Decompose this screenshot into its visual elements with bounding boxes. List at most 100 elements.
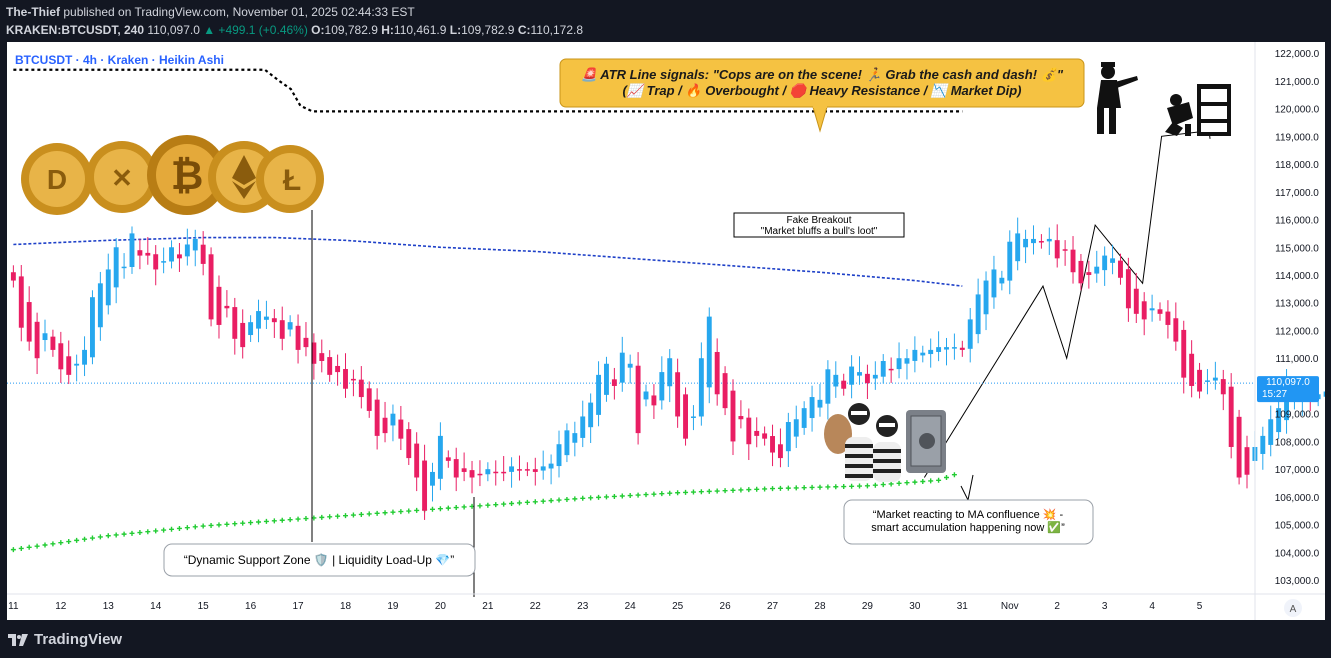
support-ma-marker bbox=[572, 496, 578, 502]
support-ma-marker bbox=[263, 518, 269, 524]
tradingview-logo[interactable]: TradingView bbox=[8, 631, 122, 648]
candle-body bbox=[74, 363, 80, 366]
candle-body bbox=[888, 368, 894, 371]
candle-body bbox=[303, 337, 309, 348]
candle-body bbox=[1228, 386, 1234, 447]
footer-bar: TradingView bbox=[0, 621, 1331, 658]
published-text: published on TradingView.com, November 0… bbox=[63, 5, 415, 19]
support-ma-marker bbox=[42, 542, 48, 548]
support-ma-marker bbox=[169, 526, 175, 532]
candle-body bbox=[967, 319, 973, 349]
candle-body bbox=[406, 429, 412, 459]
support-ma-marker bbox=[667, 490, 673, 496]
time-tick-label: 2 bbox=[1054, 601, 1060, 612]
candle-body bbox=[1118, 260, 1123, 278]
auto-scale-label: A bbox=[1290, 604, 1297, 615]
candle-body bbox=[857, 372, 862, 376]
support-ma-marker bbox=[256, 519, 262, 525]
candle-body bbox=[66, 356, 72, 375]
symbol-name[interactable]: KRAKEN:BTCUSDT bbox=[6, 23, 118, 37]
candle-body bbox=[1038, 241, 1044, 243]
candle-body bbox=[184, 244, 190, 257]
candle-body bbox=[841, 380, 847, 389]
candle-body bbox=[58, 343, 64, 370]
interval-label[interactable]: 240 bbox=[124, 23, 145, 37]
price-axis[interactable]: 103,000.0 104,000.0 105,000.0 106,000.0 107,… bbox=[1275, 49, 1320, 587]
support-ma-marker bbox=[635, 492, 641, 498]
candle-body bbox=[588, 402, 594, 428]
candle-body bbox=[730, 390, 736, 442]
candle-body bbox=[1086, 272, 1092, 276]
candle-body bbox=[738, 416, 744, 420]
support-ma-marker bbox=[556, 497, 562, 503]
candle-body bbox=[50, 336, 56, 350]
support-ma-marker bbox=[880, 482, 886, 488]
low-label: L: bbox=[449, 23, 462, 37]
candle-body bbox=[1323, 391, 1329, 397]
candle-body bbox=[975, 294, 981, 335]
support-ma-marker bbox=[113, 532, 119, 538]
candle-body bbox=[422, 460, 428, 511]
candle-body bbox=[358, 379, 364, 398]
price-tick-label: 120,000.0 bbox=[1275, 105, 1320, 116]
support-ma-marker bbox=[105, 533, 111, 539]
support-ma-marker bbox=[453, 505, 459, 511]
support-ma-marker bbox=[801, 485, 807, 491]
tradingview-logo-icon bbox=[8, 633, 28, 646]
auto-scale-button[interactable]: A bbox=[1284, 599, 1302, 617]
price-chart[interactable]: D ✕ ₿ Ł BTCUSDT · 4h · Kraken · Heikin A… bbox=[7, 42, 1329, 620]
time-axis[interactable]: 11 12 13 14 15 16 17 18 19 20 21 22 23 24 25 26 27 28 29 30… bbox=[8, 601, 1203, 612]
candle-body bbox=[121, 266, 127, 269]
last-price: 110,097.0 bbox=[147, 23, 200, 37]
time-tick-label: 28 bbox=[814, 601, 826, 612]
support-ma-marker bbox=[224, 521, 230, 527]
support-ma-marker bbox=[319, 514, 325, 520]
candle-body bbox=[880, 360, 886, 377]
support-ma-marker bbox=[501, 501, 507, 507]
candle-body bbox=[145, 252, 151, 256]
candle-body bbox=[777, 444, 783, 459]
support-ma-marker bbox=[698, 489, 704, 495]
candle-body bbox=[999, 277, 1005, 284]
support-ma-marker bbox=[414, 507, 420, 513]
candle-body bbox=[208, 254, 214, 320]
time-tick-label: 25 bbox=[672, 601, 684, 612]
close-value: 110,172.8 bbox=[530, 23, 584, 37]
candle-body bbox=[524, 469, 530, 471]
candle-body bbox=[1276, 408, 1282, 433]
chart-panel[interactable]: D ✕ ₿ Ł BTCUSDT · 4h · Kraken · Heikin A… bbox=[7, 42, 1329, 620]
support-ma-marker bbox=[82, 536, 88, 542]
candle-body bbox=[295, 325, 301, 350]
chart-background bbox=[7, 42, 1325, 620]
support-ma-marker bbox=[248, 520, 254, 526]
candle-body bbox=[1062, 249, 1068, 251]
candle-body bbox=[1015, 233, 1021, 262]
candle-body bbox=[129, 233, 135, 268]
candle-body bbox=[224, 305, 230, 309]
support-ma-marker bbox=[722, 488, 728, 494]
author-name[interactable]: The-Thief bbox=[6, 5, 60, 19]
candle-body bbox=[675, 372, 681, 417]
candle-body bbox=[1031, 238, 1036, 244]
candle-body bbox=[1260, 435, 1266, 454]
candle-body bbox=[1046, 238, 1052, 242]
support-ma-marker bbox=[303, 516, 309, 522]
candle-body bbox=[1205, 380, 1210, 382]
candle-body bbox=[659, 372, 665, 401]
atr-callout-line1: 🚨 ATR Line signals: "Cops are on the sce… bbox=[581, 67, 1064, 83]
support-ma-marker bbox=[10, 547, 16, 553]
robbers-with-safe-illustration bbox=[824, 403, 946, 482]
candle-body bbox=[1070, 249, 1076, 273]
candle-body bbox=[920, 352, 926, 356]
countdown-timer: 15:27 bbox=[1262, 389, 1287, 400]
time-tick-label: 30 bbox=[909, 601, 921, 612]
candle-body bbox=[1173, 318, 1179, 342]
candle-body bbox=[430, 471, 435, 486]
candle-body bbox=[327, 357, 333, 375]
candle-body bbox=[1023, 238, 1029, 248]
candle-body bbox=[825, 369, 831, 404]
support-ma-marker bbox=[651, 491, 657, 497]
candle-body bbox=[287, 322, 293, 330]
svg-text:✕: ✕ bbox=[111, 163, 133, 193]
support-ma-marker bbox=[406, 508, 412, 514]
